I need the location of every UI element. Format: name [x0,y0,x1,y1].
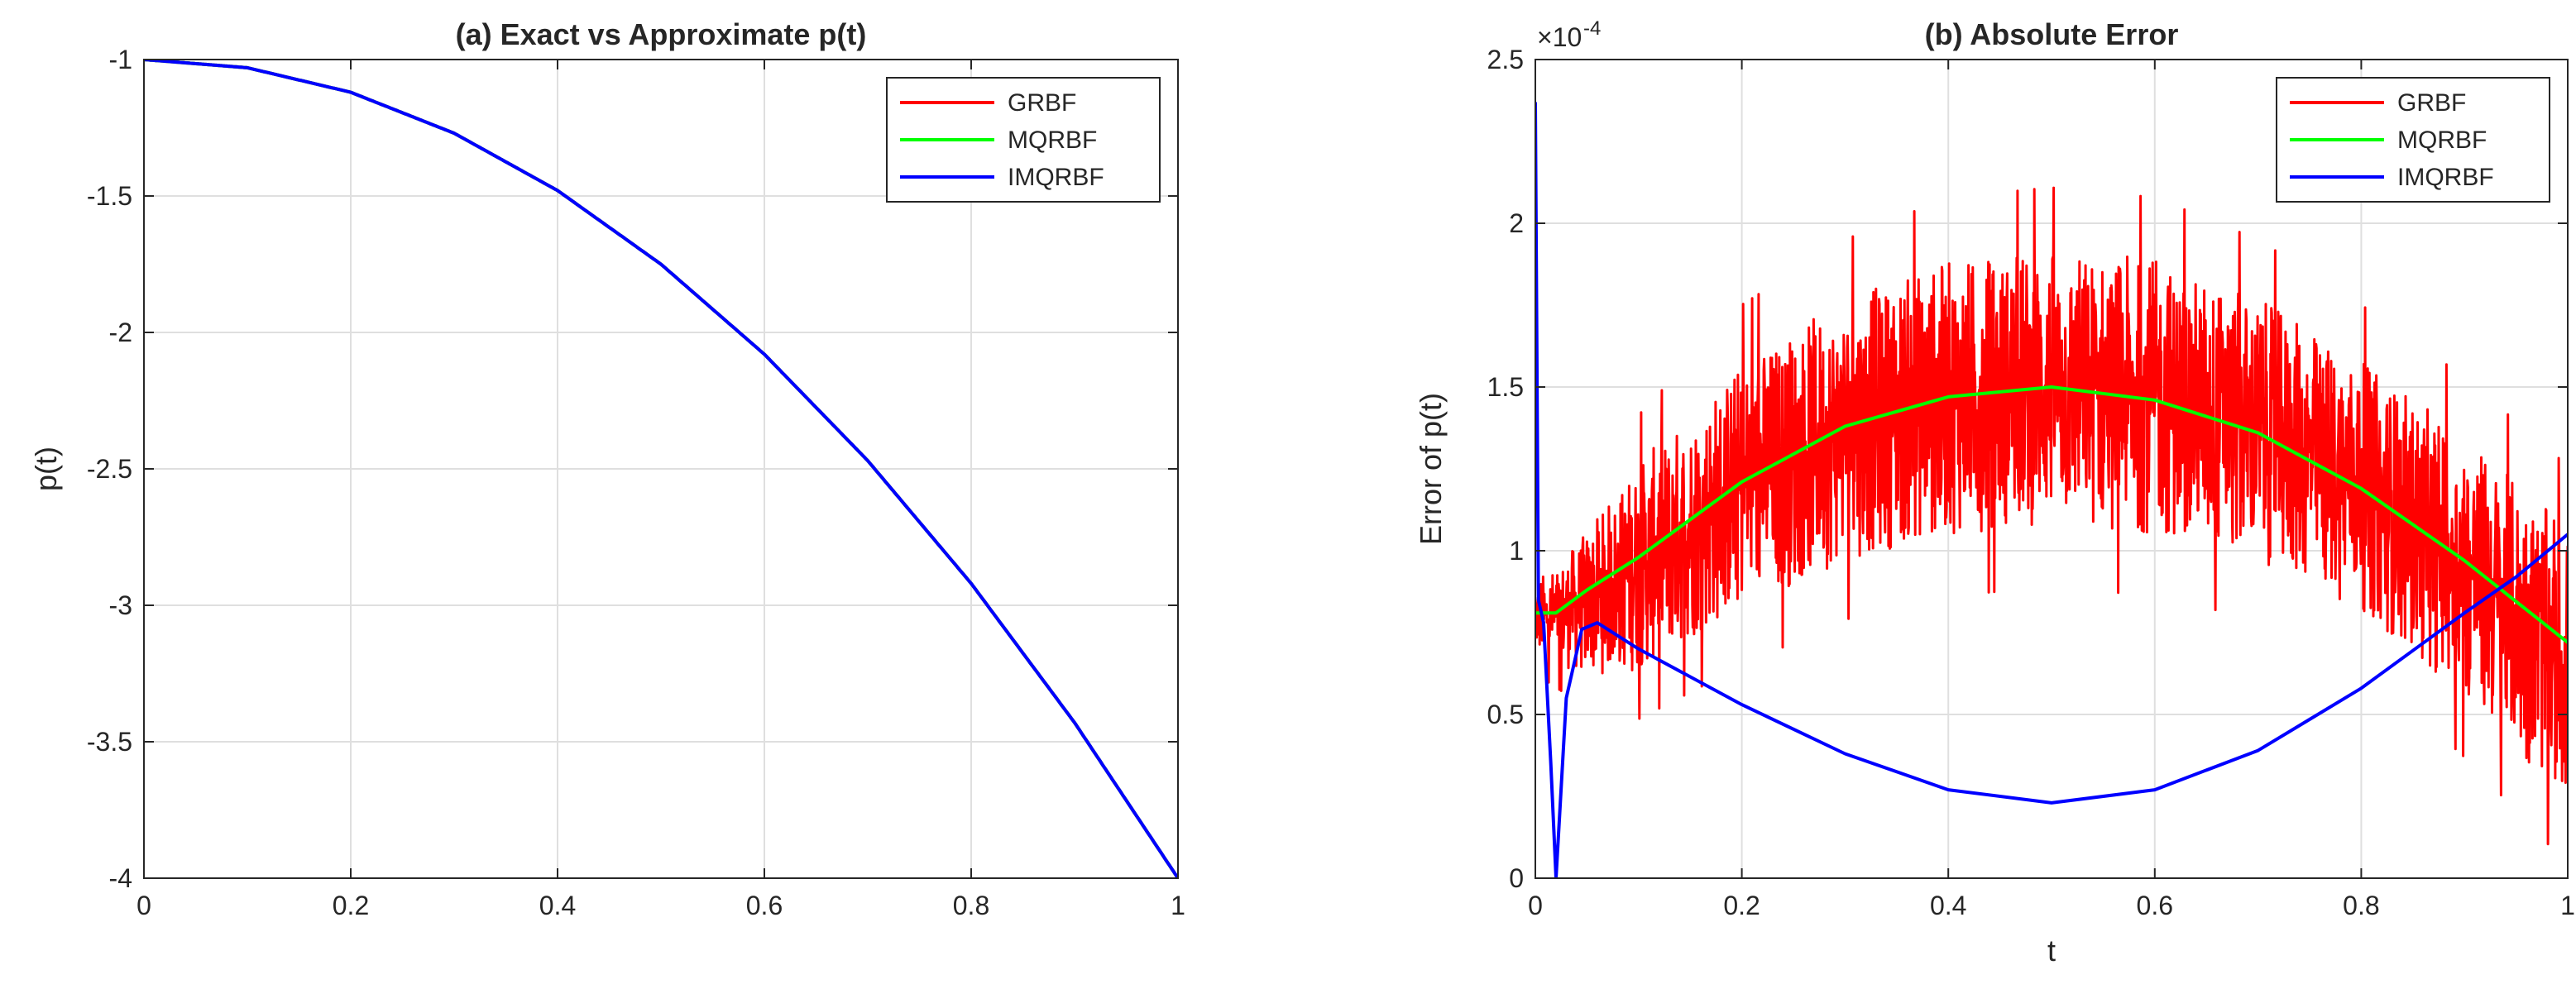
y-tick-label: 1.5 [1487,372,1524,402]
legend-label-mqrbf: MQRBF [2397,127,2487,154]
axes-box [1535,59,2569,879]
y-tick-label: 0.5 [1487,700,1524,729]
y-tick-label: -2.5 [87,454,132,484]
chart-title: (b) Absolute Error [1925,17,2179,51]
x-tick-label: 0 [136,891,151,920]
legend-label-grbf: GRBF [1008,89,1076,117]
y-tick-label: -3 [109,590,132,620]
series-line-grbf [1535,186,2568,846]
x-tick-label: 0.6 [746,891,783,920]
y-tick-label: 2.5 [1487,45,1524,74]
y-tick-label: -4 [109,863,132,893]
chart-b: 0 0.2 0.4 0.6 0.8 1 0 0.5 1 1.5 2 2.5 (b) Absolute E… [1414,17,2575,967]
series-group [144,60,1178,878]
series-group [1535,102,2568,878]
y-tick-label: -2 [109,318,132,347]
x-tick-label: 0.4 [1930,891,1966,920]
y-tick-label: -3.5 [87,727,132,757]
y-axis-label: p(t) [29,447,63,491]
x-tick-label: 0 [1528,891,1543,920]
legend-label-imqrbf: IMQRBF [2397,164,2494,191]
y-exponent-power: -4 [1583,17,1601,40]
series-line-mqrbf [1535,385,2568,644]
legend: GRBF MQRBF IMQRBF [2276,77,2550,203]
x-tick-label: 0.4 [539,891,576,920]
legend-label-mqrbf: MQRBF [1008,127,1097,154]
x-tick-label: 0.6 [2137,891,2173,920]
legend: GRBF MQRBF IMQRBF [886,77,1161,203]
y-tick-label: 0 [1509,863,1524,893]
x-axis-label: t [2047,934,2056,967]
y-tick-label: 2 [1509,208,1524,238]
x-tick-label: 0.8 [2343,891,2379,920]
x-tick-label: 0.2 [333,891,369,920]
y-tick-label: 1 [1509,536,1524,566]
series-line-imqrbf [1535,102,2568,878]
x-tick-label: 1 [2560,891,2575,920]
legend-label-grbf: GRBF [2397,89,2466,117]
series-line-imqrbf [144,60,1178,878]
x-tick-label: 1 [1171,891,1185,920]
chart-title: (a) Exact vs Approximate p(t) [456,17,867,51]
y-tick-label: -1.5 [87,181,132,211]
y-exponent-base: ×10 [1537,22,1582,52]
y-axis-label: Error of p(t) [1414,393,1448,545]
y-tick-label: -1 [109,45,132,74]
legend-label-imqrbf: IMQRBF [1008,164,1104,191]
x-tick-label: 0.2 [1723,891,1760,920]
chart-a: 0 0.2 0.4 0.6 0.8 1 -4 -3.5 -3 -2.5 -2 -1.5 -1 (a) Ex… [29,17,1185,920]
x-tick-label: 0.8 [953,891,989,920]
